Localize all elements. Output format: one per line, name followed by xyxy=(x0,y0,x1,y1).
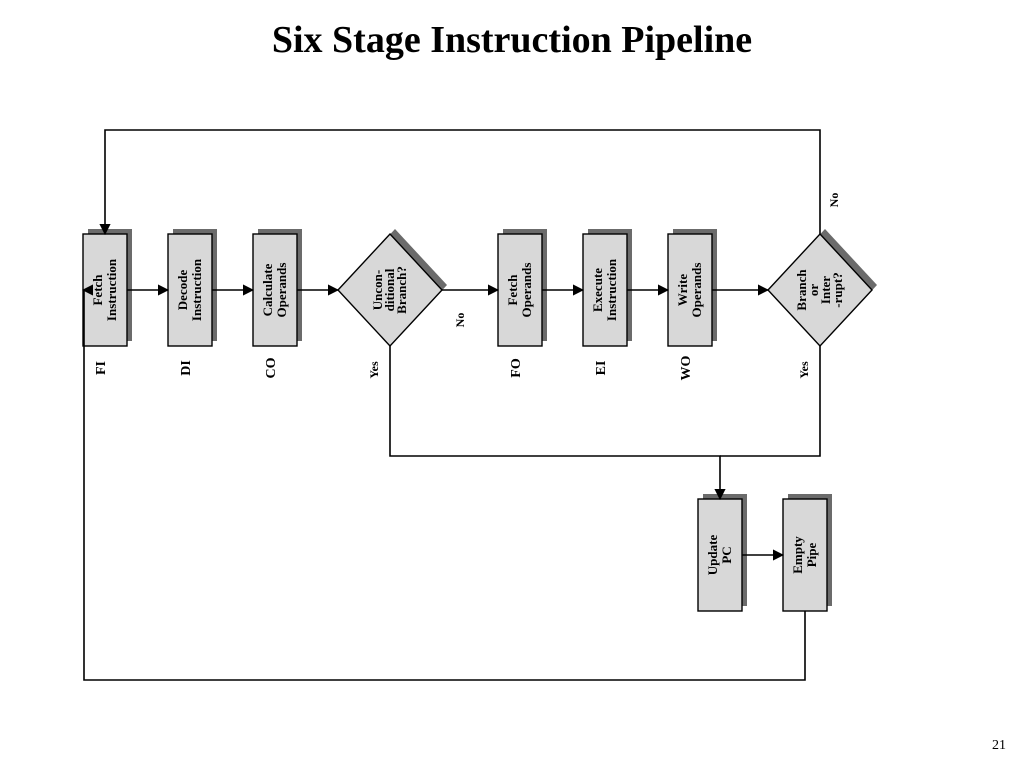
svg-text:CO: CO xyxy=(264,357,279,378)
flow-edge xyxy=(390,346,720,499)
flow-edge xyxy=(83,290,805,680)
svg-text:No: No xyxy=(453,313,467,328)
flowchart-canvas: FetchInstructionFIDecodeInstructionDICal… xyxy=(0,0,1024,768)
svg-text:Yes: Yes xyxy=(797,361,811,379)
svg-text:CalculateOperands: CalculateOperands xyxy=(260,263,289,318)
svg-text:FO: FO xyxy=(509,358,524,378)
svg-text:WO: WO xyxy=(679,355,694,380)
svg-text:No: No xyxy=(827,193,841,208)
svg-text:FI: FI xyxy=(94,361,109,375)
svg-text:DI: DI xyxy=(179,360,194,376)
svg-text:Uncon-ditionalBranch?: Uncon-ditionalBranch? xyxy=(370,266,409,314)
svg-text:Yes: Yes xyxy=(367,361,381,379)
svg-text:EI: EI xyxy=(594,361,609,376)
flow-edge xyxy=(105,130,820,234)
